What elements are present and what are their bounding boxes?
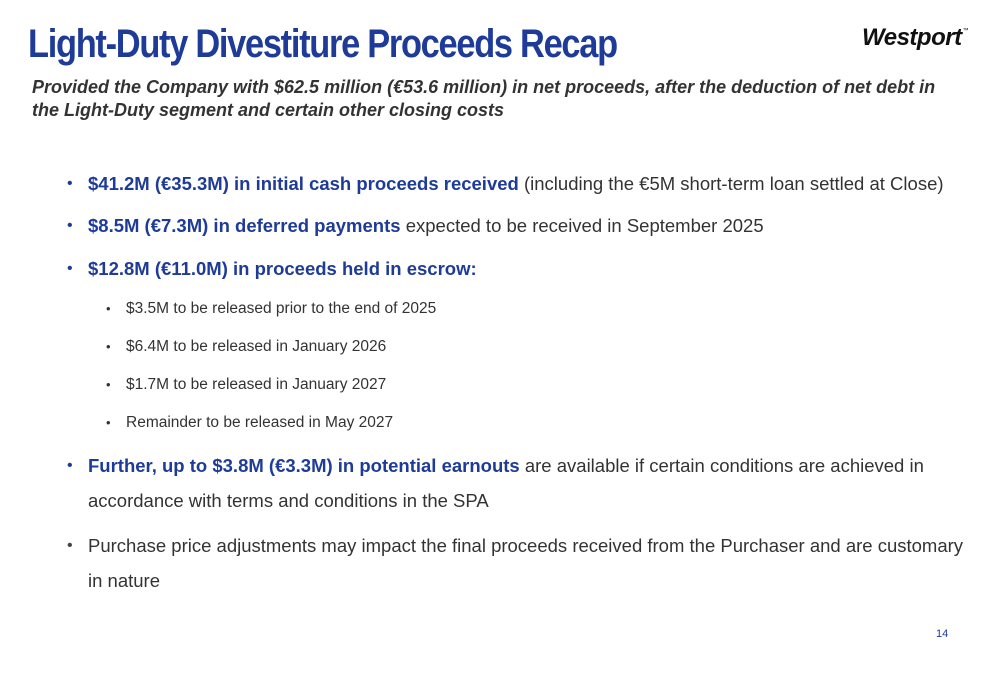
bullet-text: (including the €5M short-term loan settl… (518, 173, 944, 194)
trademark-mark: ™ (962, 28, 969, 34)
escrow-item: • $3.5M to be released prior to the end o… (106, 298, 926, 320)
page-number: 14 (936, 628, 949, 640)
escrow-item: • Remainder to be released in May 2027 (106, 412, 926, 434)
bullet-icon: • (67, 175, 73, 192)
escrow-item: • $1.7M to be released in January 2027 (106, 374, 926, 396)
sub-bullet-icon: • (106, 301, 111, 316)
bullet-escrow: • $12.8M (€11.0M) in proceeds held in esc… (67, 251, 968, 286)
sub-bullet-icon: • (106, 415, 111, 430)
slide-title: Light-Duty Divestiture Proceeds Recap (28, 22, 618, 66)
bullet-deferred-payments: • $8.5M (€7.3M) in deferred payments expe… (67, 208, 968, 243)
slide-subtitle: Provided the Company with $62.5 million … (32, 77, 936, 120)
bullet-bold: Further, up to $3.8M (€3.3M) in potentia… (88, 455, 520, 476)
bullet-bold: $41.2M (€35.3M) in initial cash proceeds… (88, 173, 519, 194)
sub-bullet-icon: • (106, 377, 111, 392)
escrow-item-text: $3.5M to be released prior to the end of… (126, 300, 437, 317)
escrow-item-text: Remainder to be released in May 2027 (126, 414, 394, 431)
bullet-icon: • (67, 457, 73, 474)
westport-logo: Westport™ (862, 24, 969, 52)
escrow-item-text: $6.4M to be released in January 2026 (126, 338, 387, 355)
bullet-text: are available if certain conditions are … (88, 455, 924, 511)
bullet-icon: • (67, 537, 73, 554)
escrow-item-text: $1.7M to be released in January 2027 (126, 376, 387, 393)
bullet-icon: • (67, 217, 73, 234)
logo-text: Westport (862, 24, 962, 51)
bullet-bold: $8.5M (€7.3M) in deferred payments (88, 215, 401, 236)
sub-bullet-icon: • (106, 339, 111, 354)
escrow-item: • $6.4M to be released in January 2026 (106, 336, 926, 358)
bullet-icon: • (67, 260, 73, 277)
bullet-earnouts: • Further, up to $3.8M (€3.3M) in potenti… (67, 448, 968, 518)
bullet-text: expected to be received in September 202… (400, 215, 764, 236)
bullet-price-adjustments: • Purchase price adjustments may impact t… (67, 528, 968, 598)
bullet-text: Purchase price adjustments may impact th… (88, 535, 964, 591)
bullet-initial-proceeds: • $41.2M (€35.3M) in initial cash proceed… (67, 166, 968, 201)
bullet-bold: $12.8M (€11.0M) in proceeds held in escr… (88, 258, 477, 279)
